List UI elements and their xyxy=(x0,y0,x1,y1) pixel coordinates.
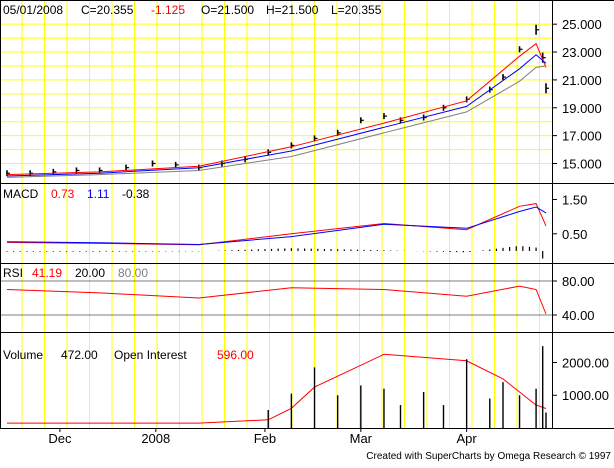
panel-borders xyxy=(0,0,614,429)
grid xyxy=(1,1,552,428)
series-layer xyxy=(1,24,552,428)
date-axis-label: Apr xyxy=(457,431,478,446)
header-low: L=20.355 xyxy=(331,3,382,17)
macd-signal-value: 1.11 xyxy=(87,187,110,201)
header-date: 05/01/2008 xyxy=(3,3,63,17)
macd-title: MACD xyxy=(3,187,39,201)
rsi-axis-tick-label: 40.00 xyxy=(562,308,595,323)
rsi-upper: 80.00 xyxy=(118,266,148,280)
price-axis-tick-label: 17.000 xyxy=(562,129,602,144)
moving-average-long-line xyxy=(6,65,547,178)
volume-axis-tick-label: 1000.00 xyxy=(562,388,609,403)
moving-average-medium-line xyxy=(6,54,547,177)
macd-axis-tick-label: 0.50 xyxy=(562,227,587,242)
header-open: O=21.500 xyxy=(201,3,254,17)
footer-credit: Created with SuperCharts by Omega Resear… xyxy=(366,451,611,462)
volume-title: Volume xyxy=(3,348,43,362)
header-change: -1.125 xyxy=(151,3,185,17)
date-axis-label: Mar xyxy=(350,431,373,446)
rsi-line xyxy=(6,285,547,315)
price-axis-tick-label: 23.000 xyxy=(562,45,602,60)
header-high: H=21.500 xyxy=(266,3,319,17)
price-axis-tick-label: 21.000 xyxy=(562,73,602,88)
rsi-axis-tick-label: 80.00 xyxy=(562,274,595,289)
rsi-title: RSI xyxy=(3,266,23,280)
price-axis-tick-label: 25.000 xyxy=(562,17,602,32)
volume-value: 472.00 xyxy=(61,348,98,362)
date-axis-label: Feb xyxy=(254,431,276,446)
macd-value: 0.73 xyxy=(51,187,75,201)
open-interest-value: 596.00 xyxy=(217,348,254,362)
rsi-value: 41.19 xyxy=(32,266,62,280)
open-interest-title: Open Interest xyxy=(114,348,187,362)
header-close: C=20.355 xyxy=(81,3,134,17)
macd-hist-value: -0.38 xyxy=(122,187,150,201)
macd-line xyxy=(6,203,547,246)
moving-average-short-line xyxy=(6,42,547,176)
signal-line xyxy=(6,206,547,246)
date-axis-label: 2008 xyxy=(141,431,170,446)
rsi-lower: 20.00 xyxy=(75,266,105,280)
volume-axis-tick-label: 2000.00 xyxy=(562,355,609,370)
price-axis-tick-label: 19.000 xyxy=(562,101,602,116)
axis-layer: 15.000 17.000 19.000 21.000 23.000 25.000 0.50… xyxy=(48,17,609,446)
price-axis-tick-label: 15.000 xyxy=(562,156,602,171)
macd-axis-tick-label: 1.50 xyxy=(562,192,587,207)
open-interest-line xyxy=(7,353,547,424)
date-axis-label: Dec xyxy=(48,431,72,446)
